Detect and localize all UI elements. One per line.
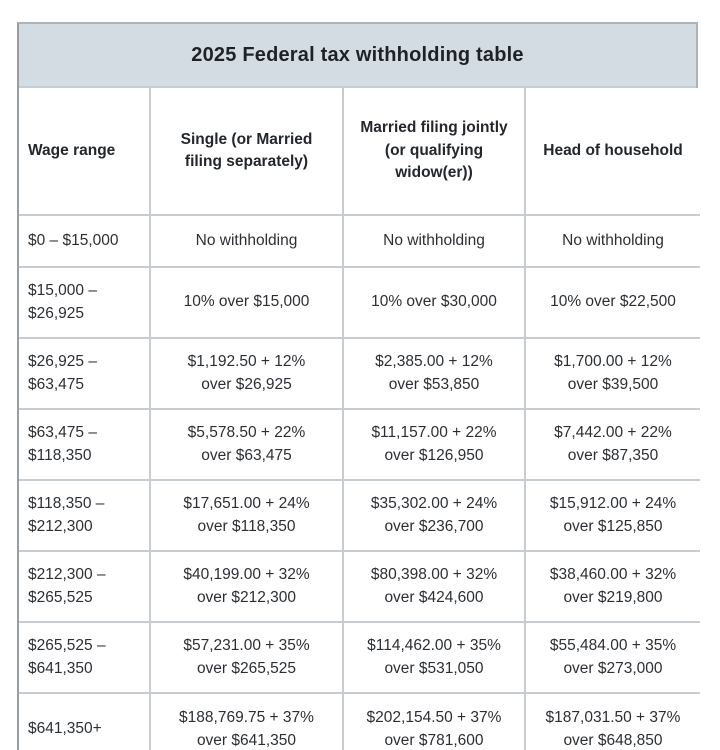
cell-wage-range: $63,475 – $118,350 — [18, 408, 151, 481]
cell-married-jointly: $2,385.00 + 12% over $53,850 — [342, 337, 526, 410]
cell-married-jointly: $35,302.00 + 24% over $236,700 — [342, 479, 526, 552]
cell-wage-range: $212,300 – $265,525 — [18, 550, 151, 623]
cell-married-jointly: $80,398.00 + 32% over $424,600 — [342, 550, 526, 623]
cell-head-of-household: $7,442.00 + 22% over $87,350 — [524, 408, 701, 481]
table-row: $63,475 – $118,350 $5,578.50 + 22% over … — [18, 408, 701, 481]
column-header-head-of-household: Head of household — [524, 87, 701, 216]
cell-married-jointly: $11,157.00 + 22% over $126,950 — [342, 408, 526, 481]
cell-single: 10% over $15,000 — [149, 266, 344, 339]
table-title: 2025 Federal tax withholding table — [19, 24, 696, 88]
cell-single: $1,192.50 + 12% over $26,925 — [149, 337, 344, 410]
cell-single: $5,578.50 + 22% over $63,475 — [149, 408, 344, 481]
cell-wage-range: $641,350+ — [18, 692, 151, 750]
cell-head-of-household: $1,700.00 + 12% over $39,500 — [524, 337, 701, 410]
table-row: $265,525 – $641,350 $57,231.00 + 35% ove… — [18, 621, 701, 694]
cell-married-jointly: No withholding — [342, 214, 526, 268]
column-header-married-jointly: Married filing jointly (or qualifying wi… — [342, 87, 526, 216]
cell-head-of-household: $55,484.00 + 35% over $273,000 — [524, 621, 701, 694]
cell-wage-range: $0 – $15,000 — [18, 214, 151, 268]
cell-single: $57,231.00 + 35% over $265,525 — [149, 621, 344, 694]
cell-head-of-household: $187,031.50 + 37% over $648,850 — [524, 692, 701, 750]
tax-table-card: 2025 Federal tax withholding table Wage … — [17, 22, 701, 750]
table-row: $0 – $15,000 No withholding No withholdi… — [18, 214, 701, 268]
cell-single: $17,651.00 + 24% over $118,350 — [149, 479, 344, 552]
table-row: $118,350 – $212,300 $17,651.00 + 24% ove… — [18, 479, 701, 552]
column-header-wage-range: Wage range — [18, 87, 151, 216]
cell-married-jointly: $202,154.50 + 37% over $781,600 — [342, 692, 526, 750]
cell-single: $40,199.00 + 32% over $212,300 — [149, 550, 344, 623]
cell-head-of-household: $15,912.00 + 24% over $125,850 — [524, 479, 701, 552]
cell-married-jointly: $114,462.00 + 35% over $531,050 — [342, 621, 526, 694]
column-header-single: Single (or Married filing separately) — [149, 87, 344, 216]
table-row: $15,000 – $26,925 10% over $15,000 10% o… — [18, 266, 701, 339]
cell-wage-range: $15,000 – $26,925 — [18, 266, 151, 339]
cell-single: $188,769.75 + 37% over $641,350 — [149, 692, 344, 750]
withholding-table: Wage range Single (or Married filing sep… — [18, 87, 701, 750]
cell-head-of-household: $38,460.00 + 32% over $219,800 — [524, 550, 701, 623]
cell-wage-range: $26,925 – $63,475 — [18, 337, 151, 410]
table-row: $641,350+ $188,769.75 + 37% over $641,35… — [18, 692, 701, 750]
cell-single: No withholding — [149, 214, 344, 268]
table-row: $212,300 – $265,525 $40,199.00 + 32% ove… — [18, 550, 701, 623]
table-row: $26,925 – $63,475 $1,192.50 + 12% over $… — [18, 337, 701, 410]
cell-head-of-household: 10% over $22,500 — [524, 266, 701, 339]
cell-wage-range: $118,350 – $212,300 — [18, 479, 151, 552]
cell-head-of-household: No withholding — [524, 214, 701, 268]
table-header-row: Wage range Single (or Married filing sep… — [18, 87, 701, 216]
cell-married-jointly: 10% over $30,000 — [342, 266, 526, 339]
cell-wage-range: $265,525 – $641,350 — [18, 621, 151, 694]
